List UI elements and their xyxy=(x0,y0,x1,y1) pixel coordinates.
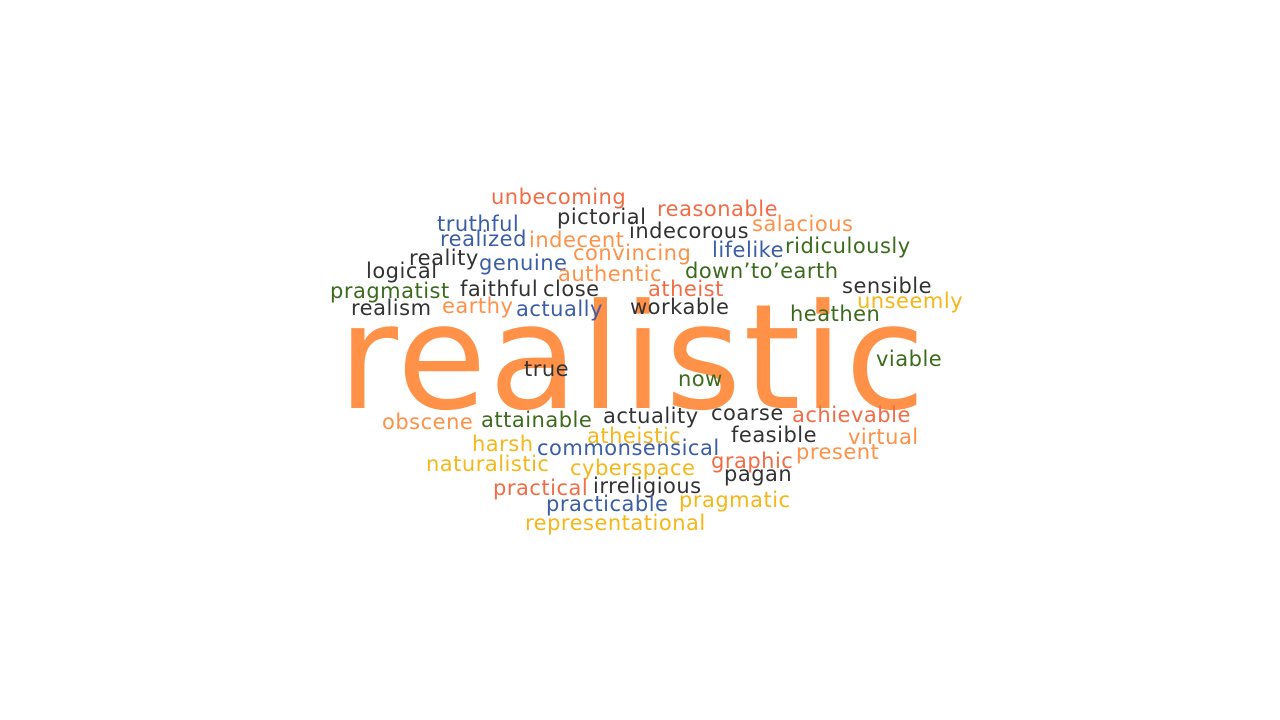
cloud-word: workable xyxy=(630,295,730,319)
cloud-word: unseemly xyxy=(857,289,964,313)
cloud-word: virtual xyxy=(848,425,919,449)
cloud-word: now xyxy=(678,367,723,391)
cloud-word: authentic xyxy=(558,262,663,286)
cloud-word: practicable xyxy=(546,492,669,516)
cloud-word: logical xyxy=(366,259,438,283)
cloud-word: true xyxy=(524,357,570,381)
cloud-word: pragmatist xyxy=(330,279,450,303)
cloud-word: reality xyxy=(409,246,479,270)
cloud-word: actuality xyxy=(603,404,699,428)
cloud-word: down’to’earth xyxy=(685,259,839,283)
cloud-word: cyberspace xyxy=(570,456,696,480)
cloud-word: earthy xyxy=(442,294,514,318)
cloud-word: salacious xyxy=(752,212,854,236)
cloud-word: sensible xyxy=(842,274,933,298)
cloud-word: realism xyxy=(351,296,432,320)
cloud-word: pictorial xyxy=(557,205,647,229)
cloud-word: pragmatic xyxy=(679,488,791,512)
cloud-word: practical xyxy=(493,476,589,500)
cloud-word: unbecoming xyxy=(491,185,627,209)
cloud-word: obscene xyxy=(382,410,474,434)
cloud-word: ridiculously xyxy=(785,234,911,258)
cloud-word: indecent xyxy=(529,228,625,252)
cloud-word: naturalistic xyxy=(426,452,550,476)
cloud-word: convincing xyxy=(573,241,692,265)
cloud-word: achievable xyxy=(792,403,911,427)
cloud-word: lifelike xyxy=(712,238,784,262)
cloud-word: truthful xyxy=(437,212,520,236)
cloud-word: reasonable xyxy=(657,197,779,221)
cloud-word: faithful xyxy=(460,277,539,301)
cloud-word: graphic xyxy=(711,449,794,473)
cloud-word: harsh xyxy=(472,432,534,456)
cloud-word: pagan xyxy=(724,462,793,486)
cloud-word: attainable xyxy=(481,408,593,432)
cloud-word: feasible xyxy=(731,423,818,447)
cloud-word: realized xyxy=(440,227,527,251)
cloud-word: atheistic xyxy=(587,424,682,448)
cloud-word: coarse xyxy=(711,401,784,425)
cloud-word: close xyxy=(543,277,600,301)
cloud-word: viable xyxy=(876,347,943,371)
cloud-word: heathen xyxy=(790,302,881,326)
cloud-word: atheist xyxy=(648,277,724,301)
cloud-word: representational xyxy=(525,511,706,535)
cloud-word: genuine xyxy=(479,251,568,275)
cloud-word: irreligious xyxy=(593,474,702,498)
cloud-word: indecorous xyxy=(629,219,750,243)
cloud-word: commonsensical xyxy=(537,436,720,460)
cloud-word: actually xyxy=(516,297,603,321)
main-word: realistic xyxy=(338,273,928,443)
cloud-word: present xyxy=(796,440,880,464)
